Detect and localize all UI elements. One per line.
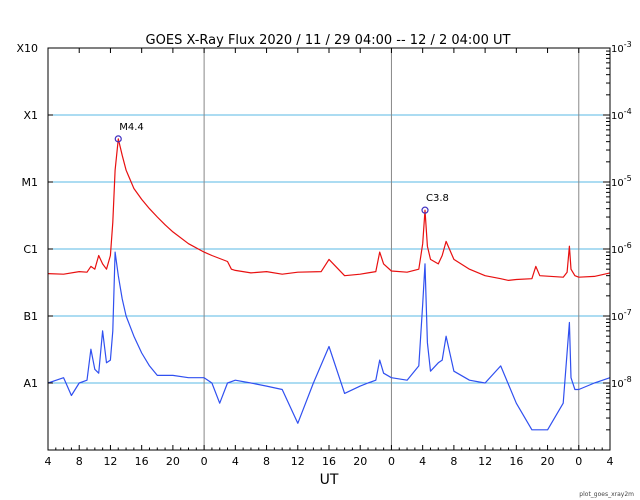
x-tick-label: 0 bbox=[388, 455, 395, 468]
grid-group bbox=[48, 48, 610, 450]
y-tick-label: X1 bbox=[23, 109, 38, 122]
flare-label: M4.4 bbox=[119, 122, 144, 133]
x-tick-label: 8 bbox=[76, 455, 83, 468]
flare-marker bbox=[114, 135, 122, 143]
x-tick-label: 0 bbox=[575, 455, 582, 468]
x-axis-ticks: 4 8 12 16 20 0 4 8 12 16 20 0 4 8 12 16 20 0 4 bbox=[45, 48, 614, 468]
flare-markers: M4.4 C3.8 bbox=[114, 122, 449, 214]
x-tick-label: 8 bbox=[263, 455, 270, 468]
x-tick-label: 16 bbox=[135, 455, 149, 468]
x-tick-label: 4 bbox=[607, 455, 614, 468]
flare-marker bbox=[421, 206, 429, 214]
x-tick-label: 4 bbox=[419, 455, 426, 468]
series-group bbox=[47, 138, 611, 431]
y-tick-label: C1 bbox=[23, 243, 38, 256]
x-tick-label: 0 bbox=[201, 455, 208, 468]
y-axis-left-ticks: X10 X1 M1 C1 B1 A1 bbox=[16, 42, 53, 390]
x-tick-label: 4 bbox=[45, 455, 52, 468]
y-right-tick-label: 10-8 bbox=[611, 375, 632, 390]
x-tick-label: 4 bbox=[232, 455, 239, 468]
x-tick-label: 16 bbox=[509, 455, 523, 468]
y-right-tick-label: 10-4 bbox=[611, 107, 632, 122]
x-tick-label: 12 bbox=[103, 455, 117, 468]
y-axis-right-ticks: 10-3 10-4 10-5 10-6 10-7 10-8 bbox=[603, 40, 632, 431]
series-line-0 bbox=[47, 138, 611, 281]
x-tick-label: 12 bbox=[291, 455, 305, 468]
y-tick-label: X10 bbox=[16, 42, 38, 55]
flare-label: C3.8 bbox=[426, 193, 449, 204]
x-tick-label: 12 bbox=[478, 455, 492, 468]
x-tick-label: 20 bbox=[353, 455, 367, 468]
series-line-1 bbox=[47, 251, 611, 431]
y-right-tick-label: 10-7 bbox=[611, 308, 632, 323]
y-tick-label: A1 bbox=[23, 377, 38, 390]
y-right-tick-label: 10-6 bbox=[611, 241, 632, 256]
footer-label: plot_goes_xray2m bbox=[579, 491, 634, 498]
y-right-tick-label: 10-3 bbox=[611, 40, 632, 55]
y-right-tick-label: 10-5 bbox=[611, 174, 632, 189]
y-tick-label: M1 bbox=[22, 176, 39, 189]
chart-title: GOES X-Ray Flux 2020 / 11 / 29 04:00 -- … bbox=[146, 33, 511, 48]
x-tick-label: 16 bbox=[322, 455, 336, 468]
x-axis-label: UT bbox=[320, 472, 339, 488]
x-tick-label: 20 bbox=[541, 455, 555, 468]
x-tick-label: 20 bbox=[166, 455, 180, 468]
y-tick-label: B1 bbox=[23, 310, 38, 323]
x-tick-label: 8 bbox=[450, 455, 457, 468]
